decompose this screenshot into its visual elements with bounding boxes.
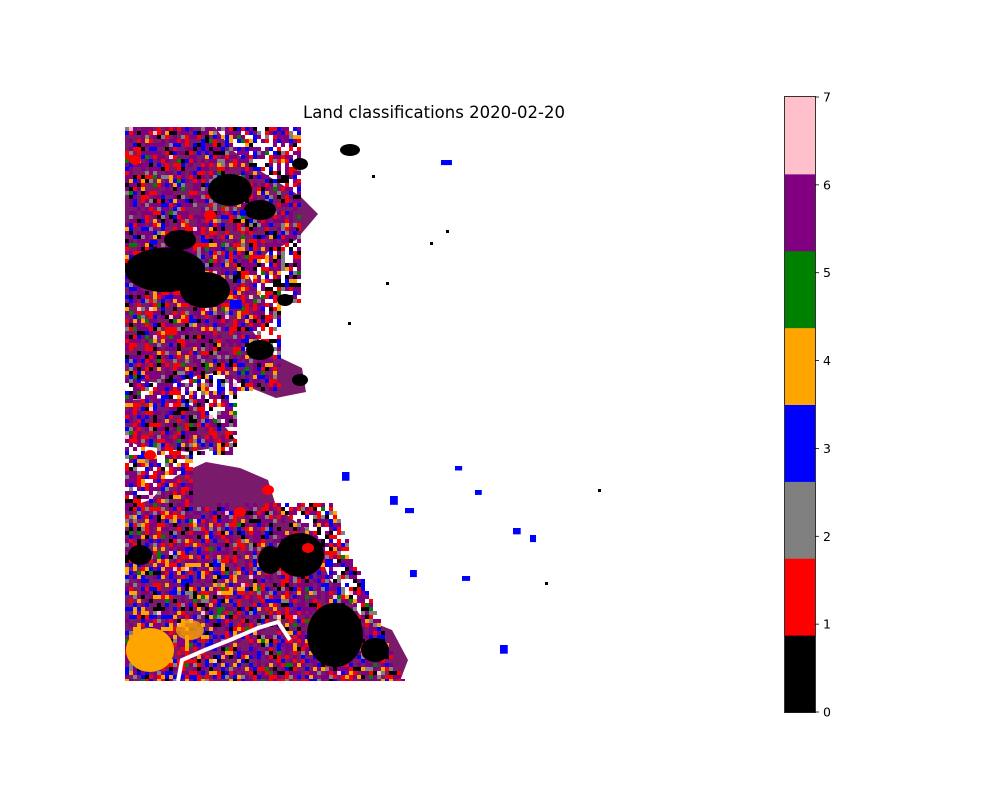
- colorbar-class-1: [785, 558, 815, 636]
- colorbar-class-4: [785, 327, 815, 405]
- colorbar-tick-label: 4: [823, 353, 831, 368]
- colorbar-class-0: [785, 635, 815, 713]
- colorbar-class-7: [785, 97, 815, 175]
- colorbar-class-2: [785, 481, 815, 559]
- colorbar-class-3: [785, 404, 815, 482]
- colorbar-class-5: [785, 250, 815, 329]
- colorbar-tick-label: 5: [823, 265, 831, 280]
- map-title: Land classifications 2020-02-20: [303, 103, 565, 122]
- colorbar-tick-label: 2: [823, 529, 831, 544]
- colorbar-tick-label: 3: [823, 441, 831, 456]
- colorbar-frame: [784, 96, 816, 713]
- colorbar-tick-label: 1: [823, 617, 831, 632]
- colorbar-tick-label: 0: [823, 705, 831, 720]
- colorbar: 0 1 2 3 4 5 6 7: [784, 90, 831, 720]
- classification-map: [125, 127, 601, 681]
- colorbar-tick-label: 7: [823, 90, 831, 105]
- colorbar-tick-label: 6: [823, 177, 831, 192]
- colorbar-class-6: [785, 173, 815, 252]
